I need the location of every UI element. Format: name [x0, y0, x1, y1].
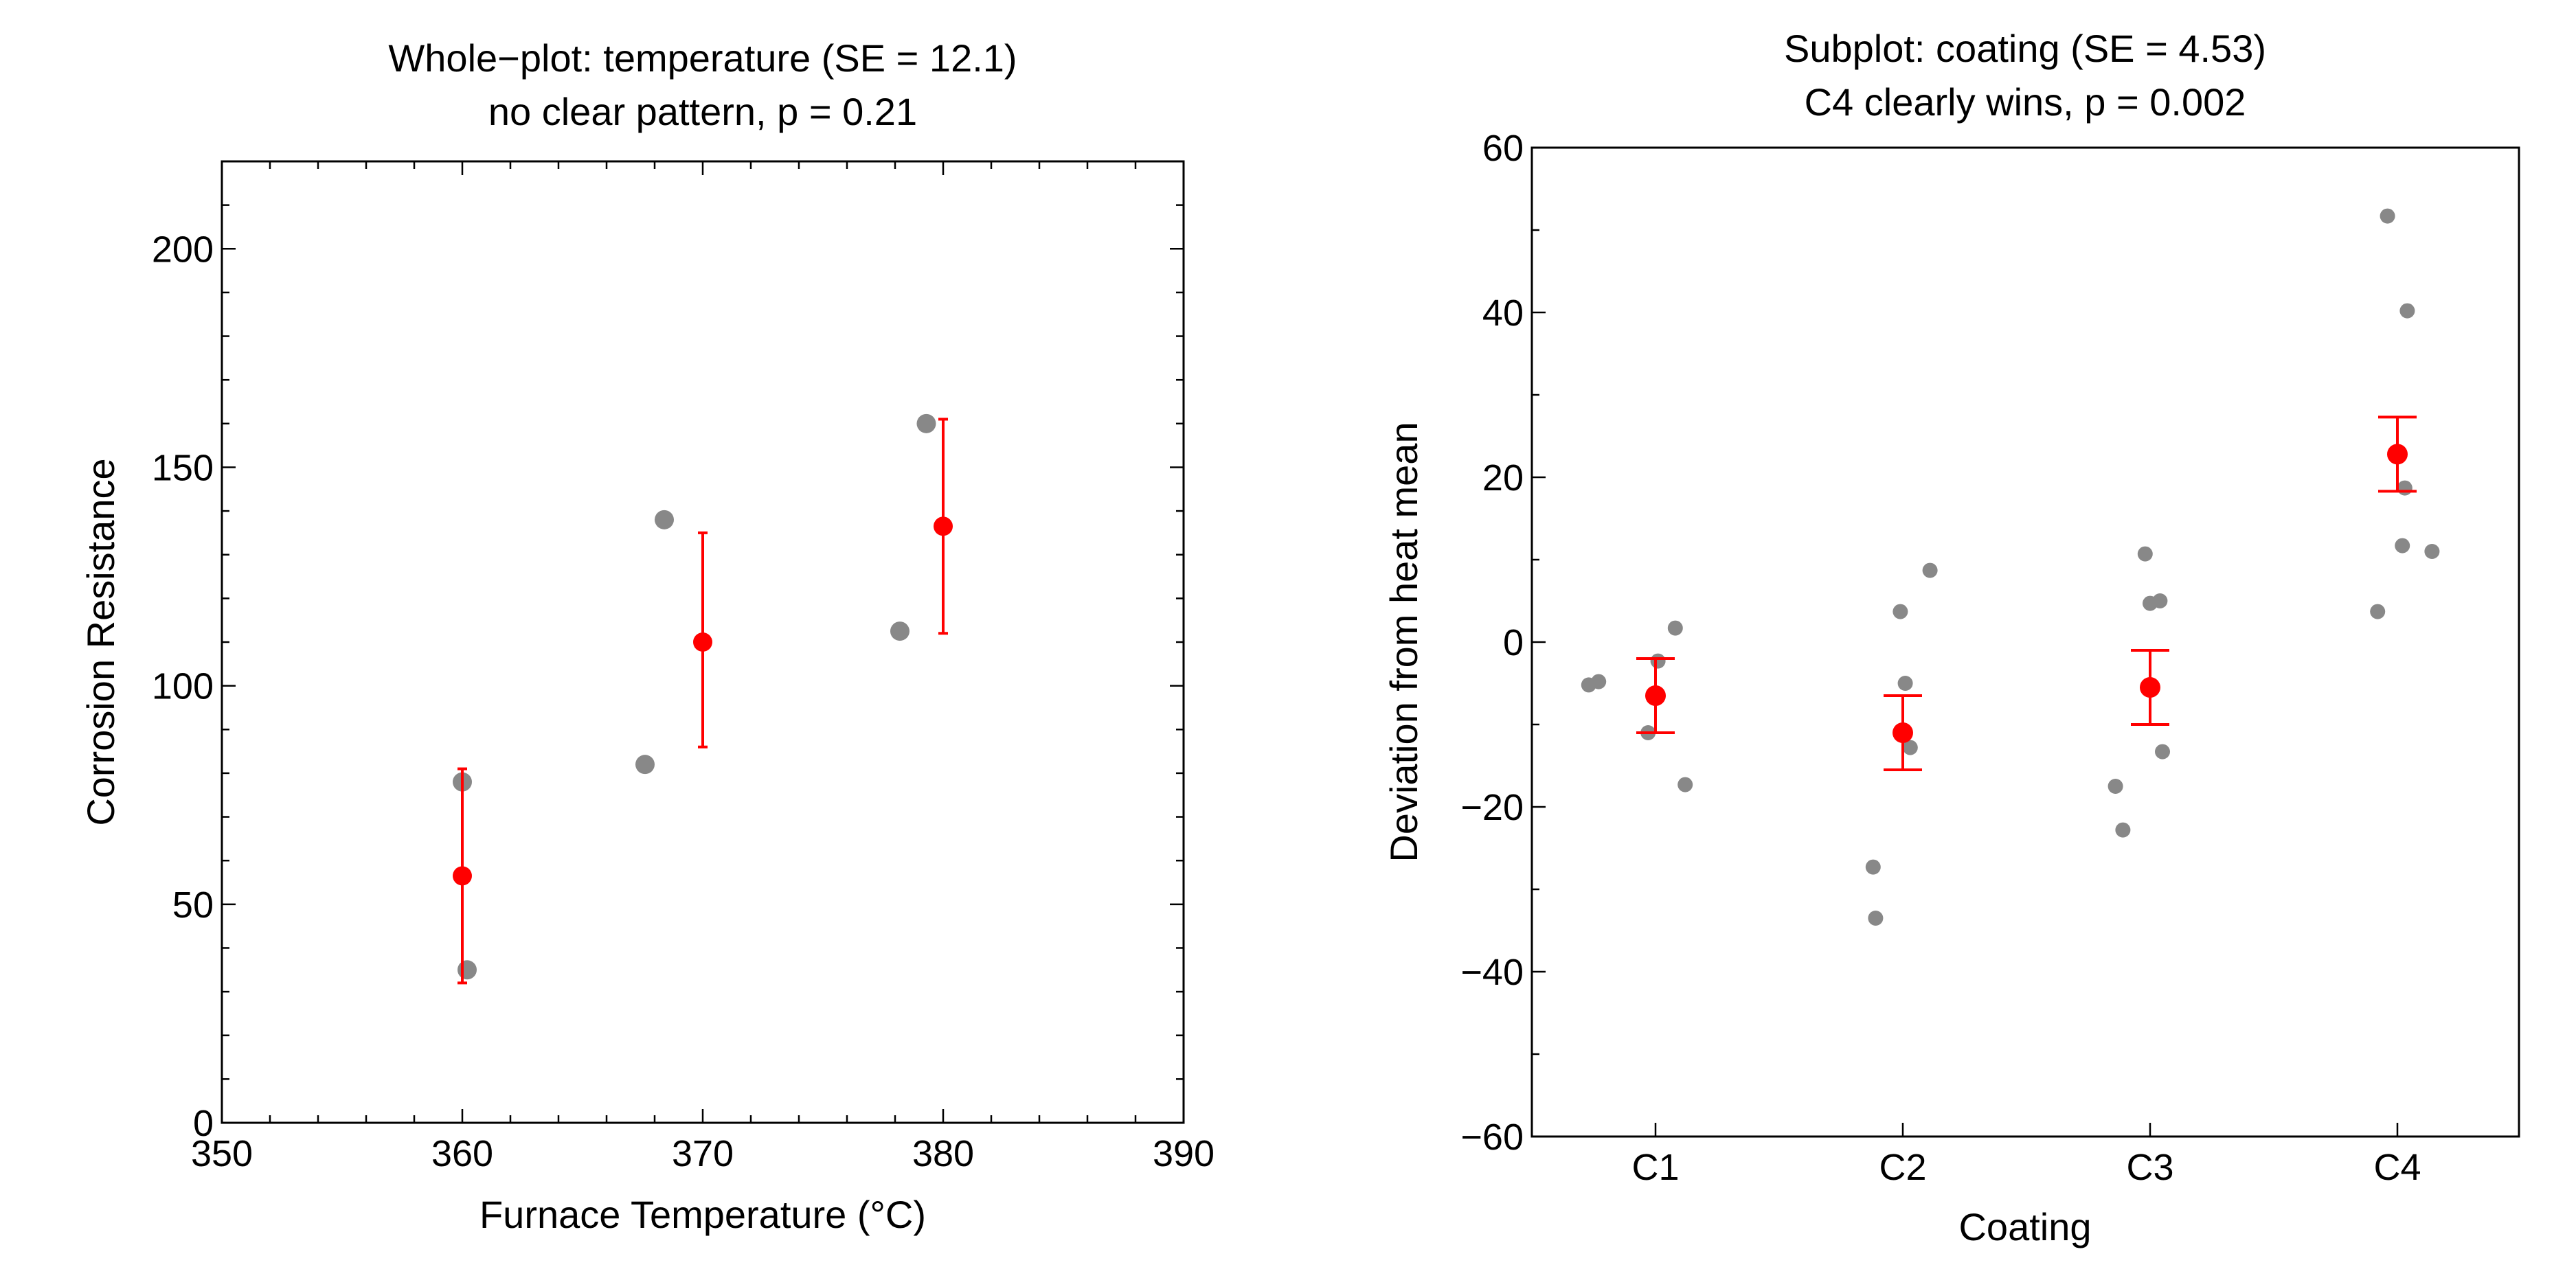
right-x-tick-label: C1	[1631, 1147, 1679, 1188]
left-x-tick-label: 360	[431, 1133, 493, 1174]
left-y-axis-label: Corrosion Resistance	[79, 458, 122, 825]
right-data-point	[1865, 859, 1881, 875]
right-data-point	[2152, 593, 2168, 608]
left-error-bar-mean-point	[453, 866, 472, 886]
left-y-tick-label: 200	[152, 229, 214, 270]
left-error-bar-mean-point	[693, 632, 712, 652]
left-axis-ticks	[221, 160, 1185, 1124]
right-data-point	[1650, 653, 1666, 669]
right-data-point	[2155, 744, 2170, 760]
left-tick-labels: 350 360 370 380 390 0 50 100 150 200	[152, 229, 1214, 1174]
right-data-points	[1581, 208, 2440, 926]
left-data-points	[453, 413, 936, 980]
right-data-point	[1897, 676, 1913, 691]
right-data-point	[2424, 544, 2440, 559]
right-data-point	[1677, 777, 1693, 792]
left-data-point	[635, 755, 655, 775]
right-y-tick-label: 20	[1482, 457, 1524, 499]
right-data-point	[2395, 538, 2410, 553]
right-error-bar-mean-point	[1893, 722, 1913, 743]
left-y-tick-label: 100	[152, 666, 214, 707]
left-mean-error-bars	[453, 418, 953, 985]
right-y-tick-label: 40	[1482, 293, 1524, 334]
right-x-tick-label: C4	[2373, 1147, 2421, 1188]
right-error-bar-mean-point	[2387, 444, 2408, 465]
left-y-tick-label: 150	[152, 447, 214, 488]
right-data-point	[2370, 604, 2386, 619]
left-data-point	[457, 960, 477, 980]
right-y-tick-label: −40	[1460, 952, 1524, 993]
right-x-tick-label: C2	[1879, 1147, 1926, 1188]
left-x-tick-label: 390	[1153, 1133, 1214, 1174]
right-y-tick-label: −60	[1460, 1117, 1524, 1158]
right-x-axis-label: Coating	[1958, 1205, 2091, 1248]
right-x-tick-label: C3	[2126, 1147, 2173, 1188]
right-title-line1: Subplot: coating (SE = 4.53)	[1784, 27, 2266, 70]
left-data-point	[890, 621, 909, 641]
right-data-point	[1902, 740, 1918, 755]
right-data-point	[2397, 480, 2413, 496]
left-error-bar-mean-point	[934, 516, 953, 536]
left-title-line2: no clear pattern, p = 0.21	[488, 90, 917, 133]
right-axis-ticks	[1532, 146, 2399, 1138]
coating-panel: Subplot: coating (SE = 4.53) C4 clearly …	[1382, 27, 2520, 1248]
left-y-tick-label: 50	[172, 884, 214, 926]
left-x-axis-label: Furnace Temperature (°C)	[479, 1193, 926, 1236]
right-data-point	[1591, 674, 1607, 689]
left-x-tick-label: 350	[191, 1133, 253, 1174]
right-plot-frame	[1530, 146, 2520, 1138]
right-title-line2: C4 clearly wins, p = 0.002	[1805, 80, 2246, 124]
right-data-point	[1922, 562, 1938, 578]
left-x-tick-label: 370	[672, 1133, 734, 1174]
right-mean-error-bars	[1636, 415, 2417, 771]
right-error-bar-mean-point	[2140, 677, 2160, 698]
right-data-point	[2115, 822, 2131, 838]
left-title-line1: Whole−plot: temperature (SE = 12.1)	[388, 36, 1017, 80]
right-data-point	[1667, 620, 1683, 636]
right-y-tick-label: −20	[1460, 787, 1524, 828]
right-data-point	[1868, 911, 1884, 926]
right-tick-labels: C1 C2 C3 C4 −60 −40 −20 0 20 40 60	[1460, 128, 2421, 1188]
right-error-bar-mean-point	[1645, 685, 1666, 706]
right-data-point	[2137, 546, 2153, 562]
right-y-tick-label: 60	[1482, 128, 1524, 169]
left-data-point	[655, 510, 674, 529]
right-data-point	[2108, 779, 2123, 794]
left-y-tick-label: 0	[193, 1103, 214, 1144]
right-y-axis-label: Deviation from heat mean	[1382, 422, 1425, 862]
right-data-point	[2399, 303, 2415, 319]
left-x-tick-label: 380	[912, 1133, 974, 1174]
right-y-tick-label: 0	[1503, 622, 1524, 663]
right-data-point	[1893, 604, 1908, 619]
temperature-panel: Whole−plot: temperature (SE = 12.1) no c…	[79, 36, 1214, 1236]
right-data-point	[2380, 208, 2395, 224]
left-data-point	[916, 413, 936, 433]
